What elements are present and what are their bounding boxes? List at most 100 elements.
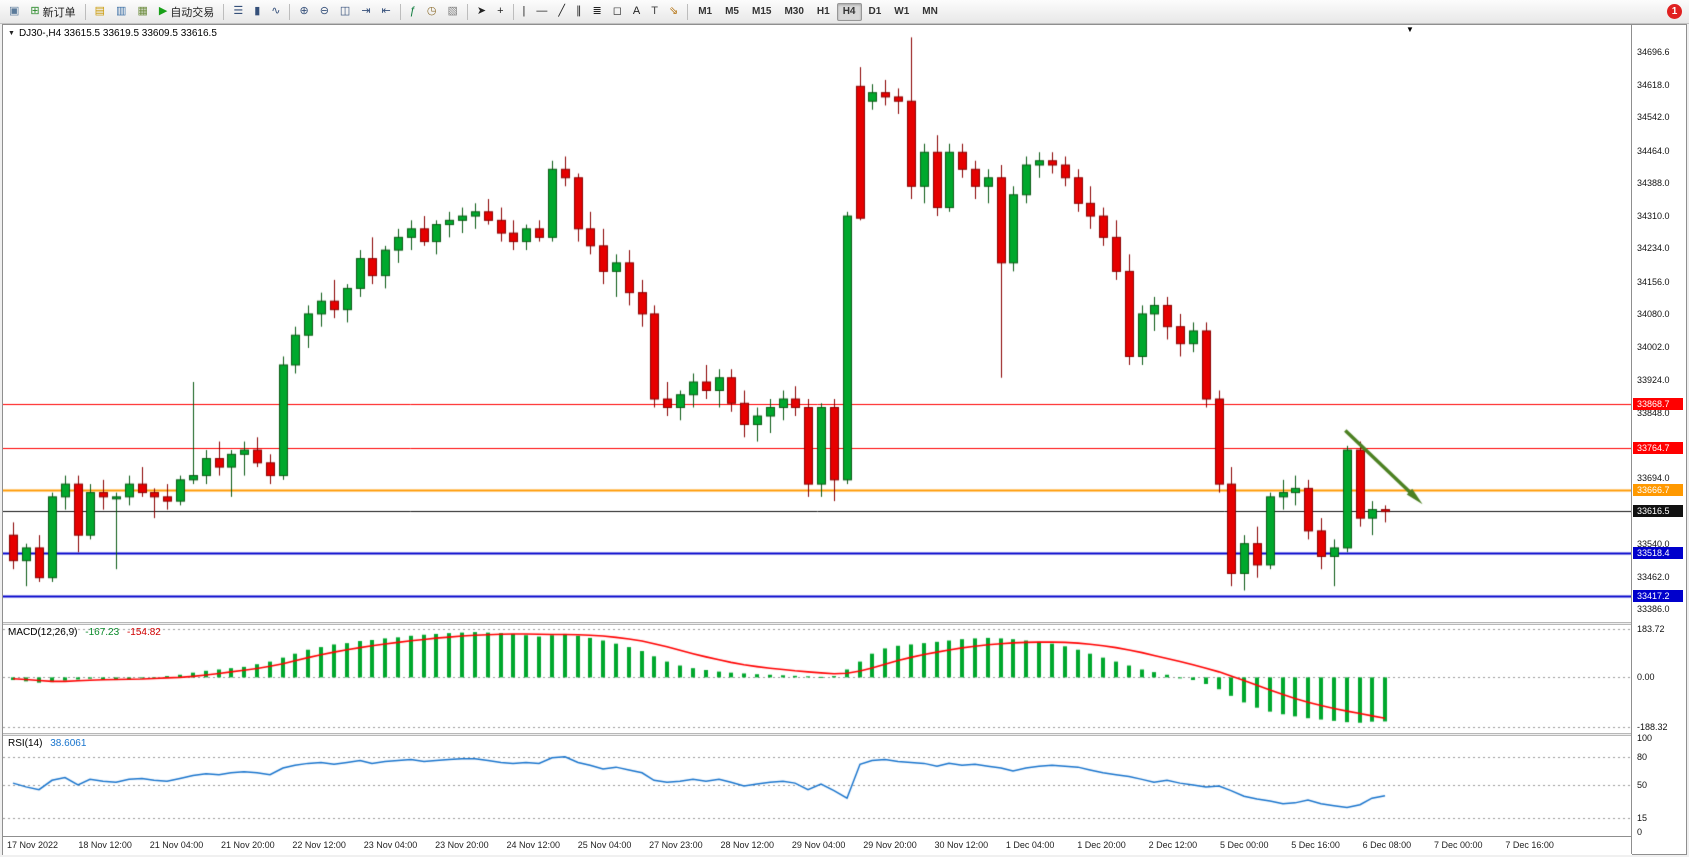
rsi-label: RSI(14) 38.6061: [8, 738, 86, 749]
timeframe-m30-button[interactable]: M30: [778, 3, 809, 21]
data-window-icon: ▦: [137, 5, 148, 17]
chart-profiles-icon: ▤: [94, 5, 106, 17]
price-axis-label: 34542.0: [1637, 112, 1670, 123]
timeframe-w1-button[interactable]: W1: [888, 3, 915, 21]
periods-icon[interactable]: ◷: [422, 2, 442, 21]
autotrading-button[interactable]: ▶ 自动交易: [154, 2, 219, 21]
shapes-icon[interactable]: ◻: [608, 2, 627, 21]
line-chart-icon[interactable]: ∿: [266, 2, 285, 21]
hline-price-badge: 33868.7: [1633, 397, 1683, 410]
time-axis-label: 27 Nov 23:00: [649, 840, 703, 850]
toolbar-separator: [84, 3, 86, 20]
zoom-in-icon[interactable]: ⊕: [294, 2, 313, 21]
price-chart-panel[interactable]: ▼ DJ30-,H4 33615.5 33619.5 33609.5 33616…: [3, 25, 1632, 622]
panel-splitter[interactable]: [3, 733, 1632, 736]
timeframe-m15-button[interactable]: M15: [746, 3, 777, 21]
channel-icon[interactable]: ∥: [571, 2, 587, 21]
templates-icon[interactable]: ▧: [442, 2, 462, 21]
price-axis-label: 34464.0: [1637, 145, 1670, 156]
new-order-button[interactable]: ⊞ 新订单: [25, 2, 80, 21]
macd-axis-label: 183.72: [1637, 624, 1665, 634]
market-watch-icon[interactable]: ▥: [111, 2, 131, 21]
cursor-icon[interactable]: ➤: [472, 2, 491, 21]
time-axis-label: 1 Dec 20:00: [1077, 840, 1126, 850]
candlestick-chart-icon: ▮: [254, 5, 261, 17]
zoom-out-icon: ⊖: [319, 5, 329, 17]
price-axis-label: 33386.0: [1637, 604, 1670, 615]
timeframe-mn-button[interactable]: MN: [916, 3, 944, 21]
timeframe-m1-button[interactable]: M1: [692, 3, 718, 21]
periods-icon: ◷: [426, 5, 437, 17]
current-price-badge: 33616.5: [1633, 505, 1683, 518]
bar-chart-icon[interactable]: ☰: [228, 2, 248, 21]
horizontal-line-icon[interactable]: —: [531, 2, 552, 21]
macd-label: MACD(12,26,9) -167.23 -154.82: [8, 627, 161, 638]
macd-signal-value: -154.82: [126, 627, 161, 638]
chart-shift-icon[interactable]: ⇤: [377, 2, 396, 21]
zoom-out-icon[interactable]: ⊖: [315, 2, 334, 21]
chart-profiles-icon[interactable]: ▤: [90, 2, 110, 21]
hline-price-badge: 33417.2: [1633, 589, 1683, 602]
price-axis-label: 33848.0: [1637, 407, 1670, 418]
trendline-icon[interactable]: ╱: [553, 2, 570, 21]
price-axis-label: 34388.0: [1637, 177, 1670, 188]
main-chart-canvas[interactable]: [3, 25, 1632, 622]
terminal-icon[interactable]: ▣: [4, 2, 24, 21]
time-axis-label: 29 Nov 20:00: [863, 840, 917, 850]
time-axis-label: 6 Dec 08:00: [1362, 840, 1412, 850]
macd-canvas[interactable]: [3, 625, 1632, 733]
new-order-button-label: 新订单: [42, 6, 76, 19]
panel-splitter[interactable]: [3, 622, 1632, 625]
tile-windows-icon[interactable]: ◫: [335, 2, 355, 21]
time-axis[interactable]: 17 Nov 2022 18 Nov 12:00 21 Nov 04:00 21 No…: [3, 836, 1632, 855]
time-axis-label: 21 Nov 20:00: [221, 840, 275, 850]
candlestick-chart-icon[interactable]: ▮: [249, 2, 265, 21]
label-icon[interactable]: T: [646, 2, 663, 21]
time-axis-label: 1 Dec 04:00: [1005, 840, 1055, 850]
hline-price-badge: 33764.7: [1633, 442, 1683, 455]
hline-price-badge: 33518.4: [1633, 546, 1683, 559]
header-collapse-icon[interactable]: ▼: [8, 30, 15, 37]
timeframe-h4-button[interactable]: H4: [836, 2, 862, 21]
tile-windows-icon: ◫: [339, 5, 351, 17]
rsi-panel[interactable]: RSI(14) 38.6061: [3, 736, 1632, 836]
indicators-icon: ƒ: [409, 5, 416, 17]
time-axis-label: 23 Nov 20:00: [435, 840, 489, 850]
time-axis-label: 5 Dec 00:00: [1219, 840, 1269, 850]
zoom-in-icon: ⊕: [299, 5, 309, 17]
time-axis-label: 22 Nov 12:00: [292, 840, 346, 850]
fibonacci-icon[interactable]: ≣: [588, 2, 607, 21]
text-icon[interactable]: A: [628, 2, 645, 21]
rsi-canvas[interactable]: [3, 736, 1632, 836]
time-axis-label: 18 Nov 12:00: [78, 840, 132, 850]
label-icon: T: [651, 5, 658, 17]
timeframe-m5-button[interactable]: M5: [719, 3, 745, 21]
auto-scroll-icon[interactable]: ⇥: [356, 2, 375, 21]
price-axis-label: 33924.0: [1637, 375, 1670, 386]
vertical-line-icon[interactable]: |: [518, 2, 531, 21]
templates-icon: ▧: [447, 5, 458, 17]
shapes-icon: ◻: [612, 5, 622, 17]
auto-scroll-icon: ⇥: [361, 5, 371, 17]
notification-badge[interactable]: 1: [1667, 4, 1682, 19]
chart-window: ▼ DJ30-,H4 33615.5 33619.5 33609.5 33616…: [2, 24, 1687, 855]
toolbar: ▣ ⊞ 新订单 ▤ ▥ ▦ ▶ 自动交易 ☰ ▮ ∿ ⊕ ⊖ ◫ ⇥ ⇤ ƒ ◷ ▧ ➤ + | — ╱ ∥ ≣ ◻ A T ⇘ M1 M5 M…: [0, 0, 1689, 24]
price-axis-label: 34156.0: [1637, 276, 1670, 287]
crosshair-icon: +: [497, 5, 504, 17]
data-window-icon[interactable]: ▦: [132, 2, 152, 21]
indicators-icon[interactable]: ƒ: [405, 2, 421, 21]
price-axis[interactable]: 34696.6 34618.0 34542.0 34464.0 34388.0 34310…: [1631, 25, 1686, 854]
arrows-icon[interactable]: ⇘: [664, 2, 683, 21]
crosshair-icon[interactable]: +: [492, 2, 508, 21]
horizontal-line-icon: —: [536, 5, 548, 17]
channel-icon: ∥: [576, 5, 582, 17]
price-axis-label: 34234.0: [1637, 243, 1670, 254]
timeframe-h1-button[interactable]: H1: [811, 3, 836, 21]
scroll-to-end-icon[interactable]: ▼: [1406, 25, 1414, 34]
timeframe-d1-button[interactable]: D1: [863, 3, 888, 21]
price-axis-label: 34080.0: [1637, 308, 1670, 319]
price-axis-label: 33462.0: [1637, 571, 1670, 582]
time-axis-label: 30 Nov 12:00: [934, 840, 989, 850]
new-order-button-icon: ⊞: [30, 5, 40, 17]
macd-panel[interactable]: MACD(12,26,9) -167.23 -154.82: [3, 625, 1632, 733]
